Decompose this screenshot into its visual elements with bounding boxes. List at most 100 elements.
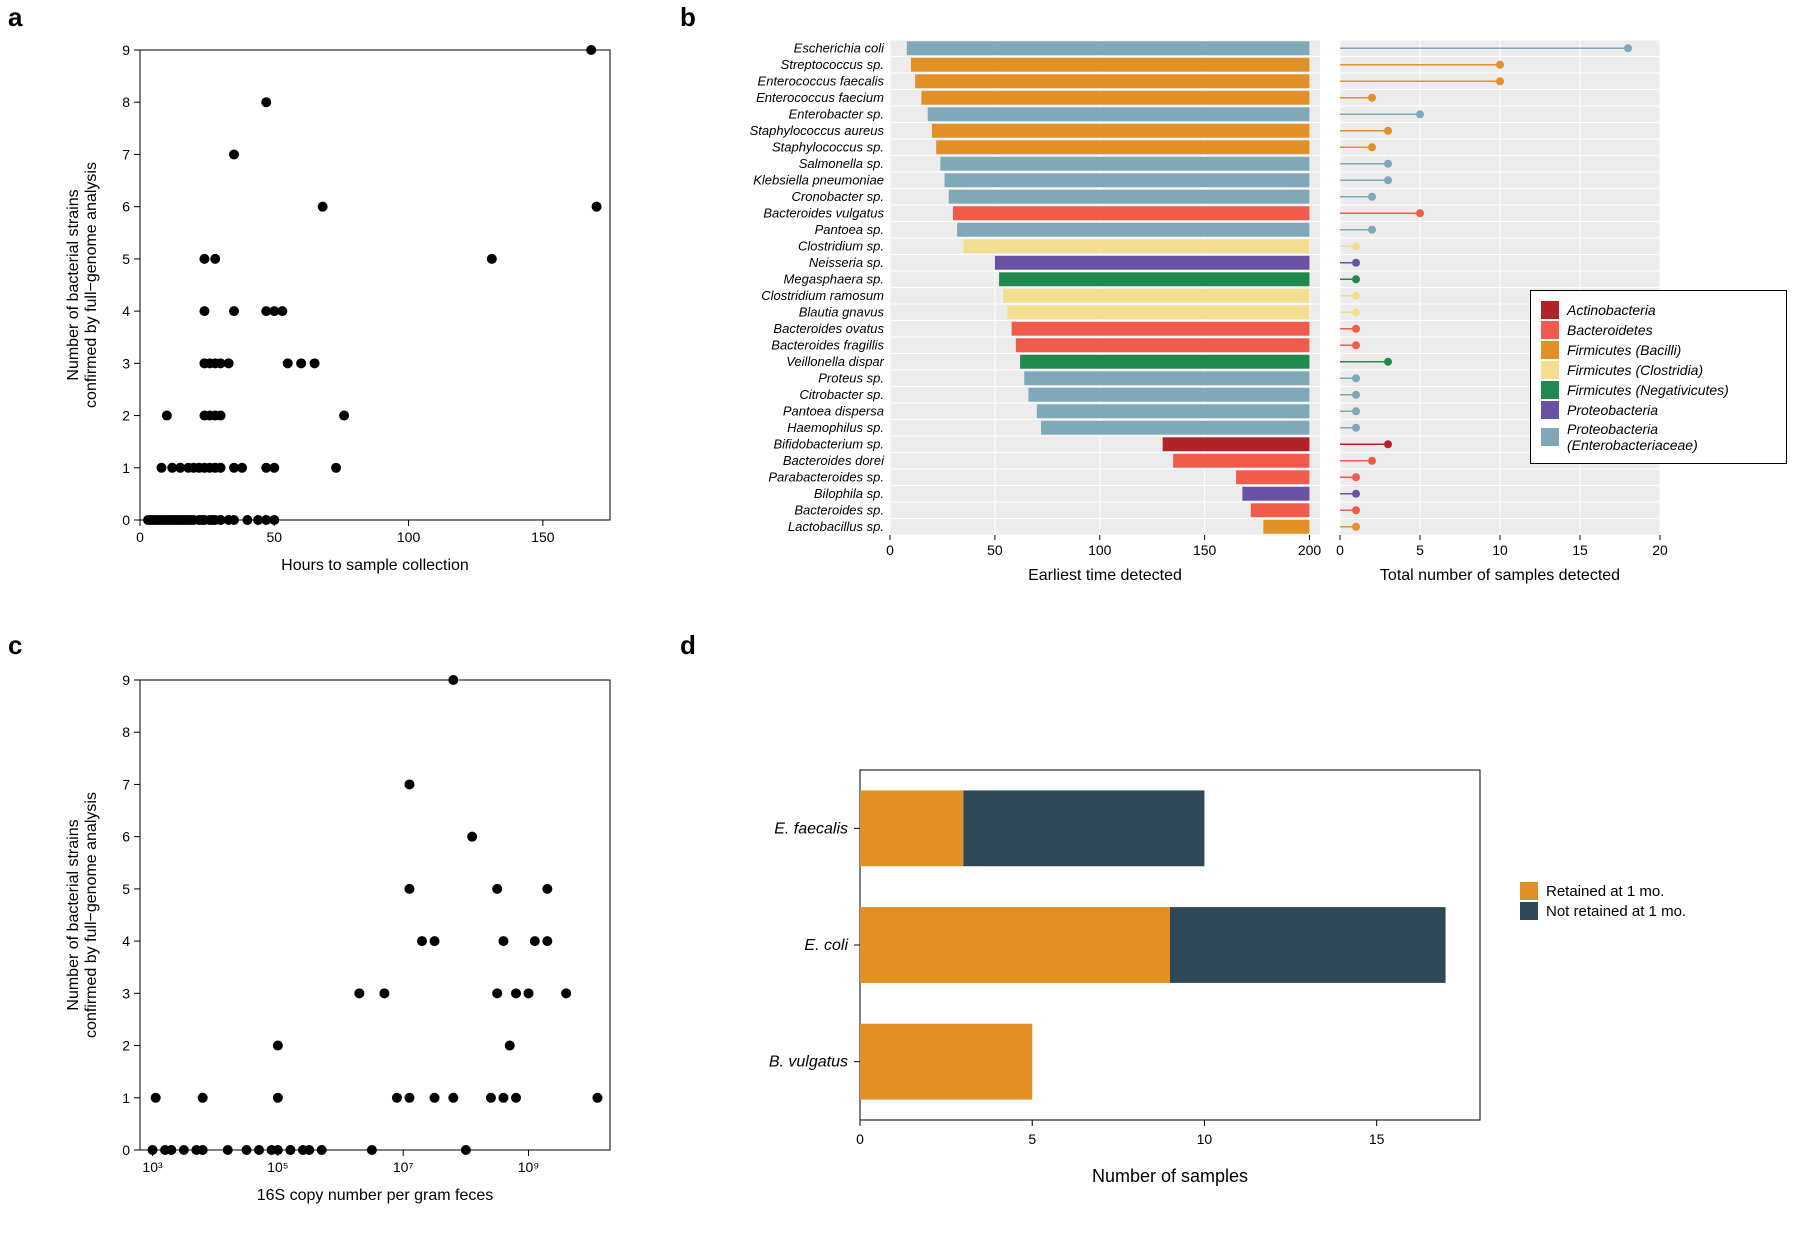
svg-text:0: 0 bbox=[1336, 542, 1344, 558]
svg-text:Number of samples: Number of samples bbox=[1092, 1166, 1248, 1186]
legend-item: Retained at 1 mo. bbox=[1520, 882, 1686, 900]
svg-text:Citrobacter sp.: Citrobacter sp. bbox=[799, 387, 884, 402]
svg-text:Escherichia coli: Escherichia coli bbox=[794, 40, 885, 55]
svg-text:Proteus sp.: Proteus sp. bbox=[818, 370, 884, 385]
legend-item: Firmicutes (Clostridia) bbox=[1541, 361, 1776, 379]
svg-text:4: 4 bbox=[122, 933, 130, 949]
legend-item: Not retained at 1 mo. bbox=[1520, 902, 1686, 920]
svg-text:Streptococcus sp.: Streptococcus sp. bbox=[781, 57, 884, 72]
svg-text:4: 4 bbox=[122, 303, 130, 319]
svg-text:Bacteroides sp.: Bacteroides sp. bbox=[794, 502, 884, 517]
svg-text:50: 50 bbox=[266, 529, 282, 545]
svg-text:Parabacteroides sp.: Parabacteroides sp. bbox=[768, 469, 884, 484]
svg-text:0: 0 bbox=[122, 512, 130, 528]
svg-text:2: 2 bbox=[122, 1038, 130, 1054]
svg-text:Staphylococcus aureus: Staphylococcus aureus bbox=[750, 123, 885, 138]
svg-text:Enterococcus faecium: Enterococcus faecium bbox=[756, 90, 884, 105]
svg-text:2: 2 bbox=[122, 408, 130, 424]
svg-text:Lactobacillus sp.: Lactobacillus sp. bbox=[788, 519, 884, 534]
panel-a-chart: 0 50 100 150 0 1 2 3 4 5 6 7 8 9 Hours to sample colle… bbox=[50, 30, 630, 590]
svg-text:15: 15 bbox=[1572, 542, 1588, 558]
legend-item: Firmicutes (Negativicutes) bbox=[1541, 381, 1776, 399]
panel-d-legend: Retained at 1 mo. Not retained at 1 mo. bbox=[1520, 880, 1686, 922]
svg-text:Cronobacter sp.: Cronobacter sp. bbox=[792, 189, 885, 204]
svg-text:9: 9 bbox=[122, 672, 130, 688]
svg-text:Bacteroides fragillis: Bacteroides fragillis bbox=[771, 337, 884, 352]
svg-text:1: 1 bbox=[122, 460, 130, 476]
legend-item: Actinobacteria bbox=[1541, 301, 1776, 319]
legend-item: Proteobacteria bbox=[1541, 401, 1776, 419]
svg-text:Bifidobacterium sp.: Bifidobacterium sp. bbox=[773, 436, 884, 451]
svg-text:Enterococcus faecalis: Enterococcus faecalis bbox=[758, 73, 885, 88]
svg-text:6: 6 bbox=[122, 829, 130, 845]
svg-text:Veillonella dispar: Veillonella dispar bbox=[786, 354, 884, 369]
panel-c-label: c bbox=[8, 630, 22, 661]
svg-text:50: 50 bbox=[987, 542, 1003, 558]
panel-b-legend: Actinobacteria Bacteroidetes Firmicutes (B… bbox=[1530, 290, 1787, 464]
svg-text:100: 100 bbox=[1088, 542, 1112, 558]
svg-text:Number of bacterial strainscon: Number of bacterial strainsconfirmed by … bbox=[65, 162, 100, 408]
svg-text:E. coli: E. coli bbox=[804, 937, 848, 954]
legend-item: Firmicutes (Bacilli) bbox=[1541, 341, 1776, 359]
svg-text:B. vulgatus: B. vulgatus bbox=[769, 1054, 848, 1071]
svg-text:Bacteroides dorei: Bacteroides dorei bbox=[783, 453, 885, 468]
svg-text:Earliest time detected: Earliest time detected bbox=[1028, 567, 1182, 584]
svg-text:10⁷: 10⁷ bbox=[393, 1159, 414, 1175]
svg-text:8: 8 bbox=[122, 94, 130, 110]
svg-text:Neisseria sp.: Neisseria sp. bbox=[809, 255, 884, 270]
svg-text:7: 7 bbox=[122, 776, 130, 792]
svg-text:Pantoea dispersa: Pantoea dispersa bbox=[783, 403, 884, 418]
svg-text:5: 5 bbox=[122, 251, 130, 267]
legend-item: Bacteroidetes bbox=[1541, 321, 1776, 339]
svg-text:8: 8 bbox=[122, 724, 130, 740]
svg-text:5: 5 bbox=[1028, 1131, 1036, 1147]
svg-text:0: 0 bbox=[122, 1142, 130, 1158]
svg-text:10³: 10³ bbox=[142, 1159, 163, 1175]
svg-text:1: 1 bbox=[122, 1090, 130, 1106]
panel-c-chart: 10³ 10⁵ 10⁷ 10⁹ 0 1 2 3 4 5 6 7 8 9 16S copy number pe… bbox=[50, 660, 630, 1220]
svg-text:Haemophilus sp.: Haemophilus sp. bbox=[787, 420, 884, 435]
svg-text:5: 5 bbox=[122, 881, 130, 897]
svg-text:20: 20 bbox=[1652, 542, 1668, 558]
svg-text:Enterobacter sp.: Enterobacter sp. bbox=[789, 106, 884, 121]
svg-text:0: 0 bbox=[886, 542, 894, 558]
svg-text:3: 3 bbox=[122, 355, 130, 371]
svg-text:Clostridium sp.: Clostridium sp. bbox=[798, 238, 884, 253]
svg-text:3: 3 bbox=[122, 985, 130, 1001]
panel-d-label: d bbox=[680, 630, 696, 661]
svg-text:Blautia gnavus: Blautia gnavus bbox=[799, 304, 885, 319]
svg-text:150: 150 bbox=[531, 529, 555, 545]
svg-text:Bacteroides ovatus: Bacteroides ovatus bbox=[773, 321, 884, 336]
legend-item: Proteobacteria(Enterobacteriaceae) bbox=[1541, 421, 1776, 453]
svg-text:Klebsiella pneumoniae: Klebsiella pneumoniae bbox=[753, 172, 884, 187]
svg-text:7: 7 bbox=[122, 146, 130, 162]
svg-text:Clostridium ramosum: Clostridium ramosum bbox=[761, 288, 884, 303]
svg-text:Bilophila sp.: Bilophila sp. bbox=[814, 486, 884, 501]
svg-text:Salmonella sp.: Salmonella sp. bbox=[799, 156, 884, 171]
svg-text:Staphylococcus sp.: Staphylococcus sp. bbox=[772, 139, 884, 154]
svg-text:Number of bacterial strainscon: Number of bacterial strainsconfirmed by … bbox=[65, 792, 100, 1038]
svg-text:10⁹: 10⁹ bbox=[518, 1159, 540, 1175]
svg-text:100: 100 bbox=[397, 529, 421, 545]
svg-text:0: 0 bbox=[856, 1131, 864, 1147]
panel-a-label: a bbox=[8, 2, 22, 33]
svg-text:9: 9 bbox=[122, 42, 130, 58]
svg-text:Hours to sample collection: Hours to sample collection bbox=[281, 557, 469, 574]
svg-text:Megasphaera sp.: Megasphaera sp. bbox=[784, 271, 884, 286]
panel-b-label: b bbox=[680, 2, 696, 33]
svg-text:10⁵: 10⁵ bbox=[267, 1159, 288, 1175]
svg-text:150: 150 bbox=[1193, 542, 1217, 558]
svg-text:200: 200 bbox=[1298, 542, 1322, 558]
svg-text:16S copy number per gram feces: 16S copy number per gram feces bbox=[257, 1187, 494, 1204]
svg-text:Pantoea sp.: Pantoea sp. bbox=[815, 222, 884, 237]
svg-text:10: 10 bbox=[1197, 1131, 1213, 1147]
svg-text:5: 5 bbox=[1416, 542, 1424, 558]
svg-text:Total number of samples detect: Total number of samples detected bbox=[1380, 567, 1620, 584]
svg-text:0: 0 bbox=[136, 529, 144, 545]
panel-d-chart: 0 5 10 15 E. faecalis E. coli B. vulgatus Numbe… bbox=[730, 740, 1500, 1200]
svg-text:Bacteroides vulgatus: Bacteroides vulgatus bbox=[763, 205, 884, 220]
svg-text:15: 15 bbox=[1369, 1131, 1385, 1147]
svg-text:6: 6 bbox=[122, 199, 130, 215]
svg-text:10: 10 bbox=[1492, 542, 1508, 558]
svg-text:E. faecalis: E. faecalis bbox=[774, 820, 848, 837]
